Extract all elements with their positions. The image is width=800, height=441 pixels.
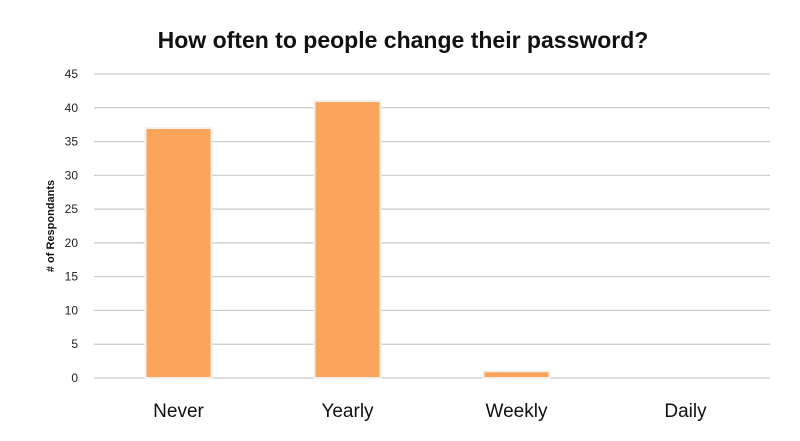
y-axis-ticks: 0 5 10 15 20 25 30 35 40 45 (65, 67, 79, 385)
x-tick-label-never: Never (153, 401, 204, 422)
y-tick-label: 20 (65, 236, 79, 250)
y-tick-label: 0 (71, 371, 78, 385)
x-axis-ticks: Never Yearly Weekly Daily (153, 401, 707, 422)
x-tick-label-yearly: Yearly (321, 401, 374, 422)
bars (144, 100, 551, 380)
y-tick-label: 25 (65, 202, 79, 216)
bar-never (144, 127, 213, 379)
x-tick-label-weekly: Weekly (486, 401, 548, 422)
y-tick-label: 40 (65, 101, 79, 115)
x-tick-label-daily: Daily (664, 401, 707, 422)
y-tick-label: 10 (65, 303, 79, 317)
bar-weekly (482, 370, 551, 380)
y-axis-title: # of Respondants (45, 180, 57, 272)
bar-yearly (313, 100, 382, 380)
chart-title: How often to people change their passwor… (158, 27, 649, 53)
y-tick-label: 35 (65, 135, 79, 149)
y-tick-label: 5 (71, 337, 78, 351)
y-tick-label: 30 (65, 168, 79, 182)
y-tick-label: 15 (65, 270, 79, 284)
y-tick-label: 45 (65, 67, 79, 81)
